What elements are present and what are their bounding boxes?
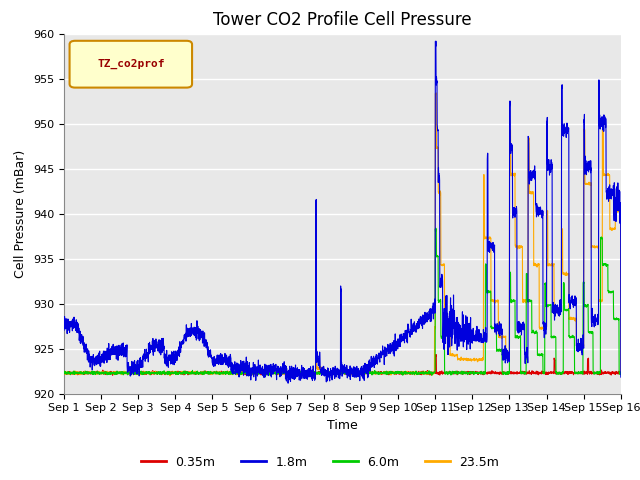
Legend: 0.35m, 1.8m, 6.0m, 23.5m: 0.35m, 1.8m, 6.0m, 23.5m — [136, 451, 504, 474]
Y-axis label: Cell Pressure (mBar): Cell Pressure (mBar) — [15, 149, 28, 278]
X-axis label: Time: Time — [327, 419, 358, 432]
FancyBboxPatch shape — [70, 41, 192, 87]
Title: Tower CO2 Profile Cell Pressure: Tower CO2 Profile Cell Pressure — [213, 11, 472, 29]
Text: TZ_co2prof: TZ_co2prof — [97, 59, 164, 69]
